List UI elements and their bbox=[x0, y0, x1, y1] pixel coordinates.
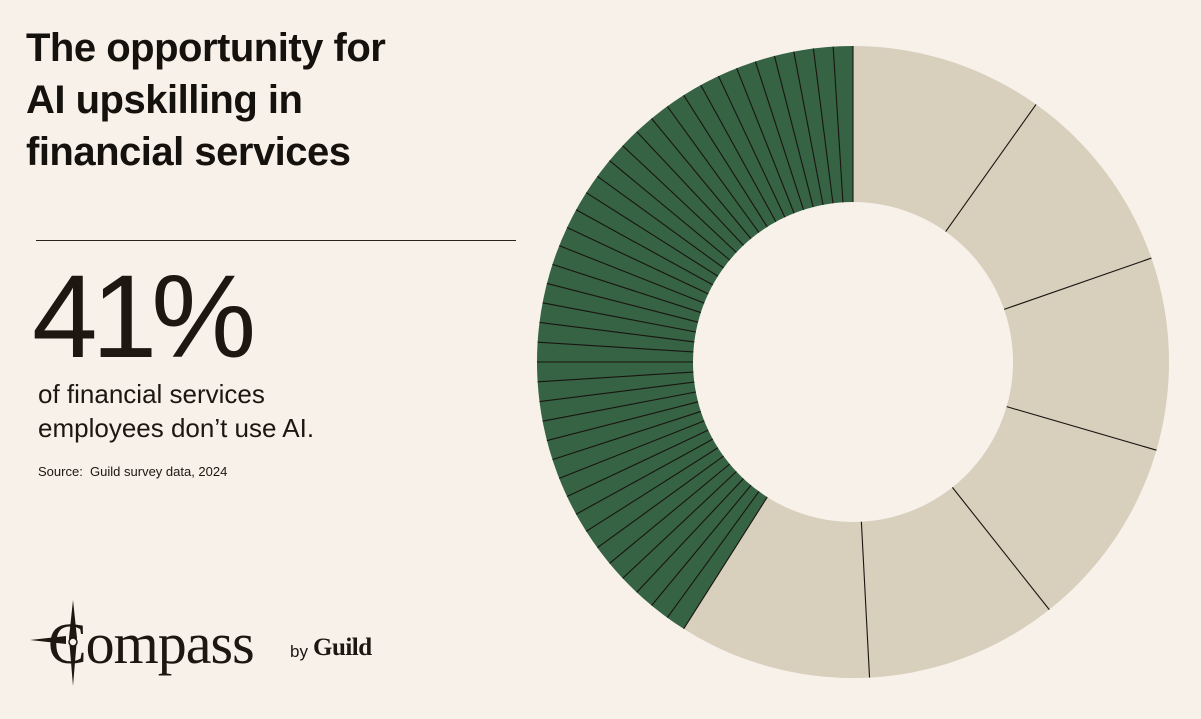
highlight-segment-divider bbox=[609, 160, 731, 261]
compass-logo: Compass by Guild bbox=[28, 598, 388, 694]
highlight-segment-divider bbox=[566, 429, 709, 498]
highlight-segment-divider bbox=[597, 175, 724, 269]
remainder-segment-divider bbox=[1003, 257, 1152, 310]
highlight-segment-divider bbox=[666, 106, 760, 233]
stat-description-line-2: employees don’t use AI. bbox=[38, 413, 315, 443]
highlight-segment-divider bbox=[546, 282, 699, 323]
highlight-segment-divider bbox=[542, 391, 696, 422]
highlight-segment-divider bbox=[773, 55, 814, 208]
slice-use-ai bbox=[683, 46, 1169, 679]
slice-dont-use-ai bbox=[537, 46, 853, 629]
logo-by: by bbox=[290, 642, 308, 661]
highlight-segment-divider bbox=[539, 381, 695, 403]
source-text: Guild survey data, 2024 bbox=[90, 464, 228, 479]
highlight-segment-divider bbox=[537, 341, 694, 353]
highlight-segment-divider bbox=[542, 302, 696, 333]
highlight-segment-divider bbox=[651, 118, 752, 240]
title-line-1: The opportunity for bbox=[26, 26, 386, 70]
highlight-segment-divider bbox=[585, 447, 719, 532]
source-label: Source: bbox=[38, 464, 83, 479]
highlight-segment-divider bbox=[736, 67, 795, 214]
highlight-segment-divider bbox=[636, 131, 744, 246]
highlight-segment-divider bbox=[552, 263, 702, 314]
highlight-segment-divider bbox=[754, 61, 805, 211]
source-note: Source: Guild survey data, 2024 bbox=[38, 463, 227, 481]
remainder-segment-divider bbox=[945, 104, 1037, 232]
remainder-segment-divider bbox=[951, 487, 1050, 610]
highlight-segment-divider bbox=[585, 192, 719, 277]
highlight-segment-divider bbox=[597, 455, 724, 549]
highlight-segment-divider bbox=[546, 401, 699, 442]
highlight-segment-divider bbox=[812, 48, 834, 204]
stat-value: 41% bbox=[32, 251, 256, 383]
stat-description-line-1: of financial services bbox=[38, 379, 265, 409]
compass-star-icon bbox=[30, 600, 78, 686]
highlight-segment-divider bbox=[832, 46, 844, 203]
stat-description: of financial services employees don’t us… bbox=[38, 377, 458, 445]
logo-company: Guild bbox=[313, 634, 372, 661]
highlight-segment-divider bbox=[666, 491, 760, 618]
highlight-segment-divider bbox=[717, 75, 786, 218]
highlight-segment-divider bbox=[793, 51, 824, 205]
title-line-2: AI upskilling in bbox=[26, 78, 303, 122]
highlight-segment-divider bbox=[558, 245, 705, 304]
highlight-segment-divider bbox=[575, 209, 714, 286]
highlight-segment-divider bbox=[683, 94, 768, 228]
highlight-segment-divider bbox=[636, 478, 744, 593]
highlight-segment-divider bbox=[558, 420, 705, 479]
divider-rule bbox=[36, 240, 516, 241]
remainder-segment-divider bbox=[1006, 406, 1157, 451]
remainder-segment-divider bbox=[860, 521, 871, 678]
highlight-segment-divider bbox=[609, 463, 731, 564]
highlight-segment-divider bbox=[575, 438, 714, 515]
highlight-segment-divider bbox=[566, 226, 709, 295]
highlight-segment-divider bbox=[537, 371, 694, 383]
page-title: The opportunity for AI upskilling in fin… bbox=[26, 22, 496, 178]
logo-brand: Compass bbox=[48, 611, 255, 676]
highlight-segment-divider bbox=[539, 321, 695, 343]
highlight-segment-divider bbox=[683, 496, 768, 630]
highlight-segment-divider bbox=[552, 410, 702, 461]
highlight-segment-divider bbox=[700, 84, 777, 223]
title-line-3: financial services bbox=[26, 130, 351, 174]
highlight-segment-divider bbox=[651, 484, 752, 606]
highlight-segment-divider bbox=[622, 471, 737, 579]
highlight-segment-divider bbox=[622, 145, 737, 253]
